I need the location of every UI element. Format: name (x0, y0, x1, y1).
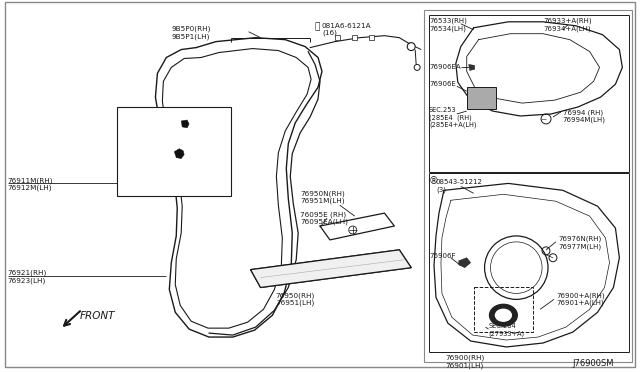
Polygon shape (181, 120, 189, 128)
Bar (369, 35, 374, 40)
Polygon shape (468, 64, 475, 70)
Polygon shape (174, 149, 184, 158)
Text: 76900+A(RH)
76901+A(LH): 76900+A(RH) 76901+A(LH) (556, 292, 605, 307)
Bar (116, 107, 231, 196)
Polygon shape (459, 258, 470, 268)
Text: 76906E: 76906E (429, 81, 456, 87)
Text: 76976N(RH)
76977M(LH): 76976N(RH) 76977M(LH) (558, 236, 601, 250)
Text: 76950(RH)
76951(LH): 76950(RH) 76951(LH) (276, 292, 315, 307)
Text: J76900SM: J76900SM (573, 359, 614, 368)
Bar (352, 35, 357, 40)
Ellipse shape (495, 309, 511, 321)
Text: 08543-51212
(3): 08543-51212 (3) (436, 179, 483, 193)
Text: Ⓑ: Ⓑ (314, 22, 320, 31)
Text: 9B5P0(RH)
9B5P1(LH): 9B5P0(RH) 9B5P1(LH) (172, 26, 211, 40)
Text: 081A6-6121A
(16): 081A6-6121A (16) (322, 23, 372, 36)
Text: 76911H: 76911H (130, 129, 157, 135)
Bar (467, 87, 497, 109)
Text: 76921(RH)
76923(LH): 76921(RH) 76923(LH) (8, 270, 47, 283)
Text: 76900F: 76900F (122, 111, 148, 117)
Ellipse shape (490, 304, 517, 326)
Text: SEC.284
(27933+A): SEC.284 (27933+A) (488, 323, 525, 337)
Text: SEC.253
(285E4  (RH)
(285E4+A(LH): SEC.253 (285E4 (RH) (285E4+A(LH) (429, 107, 477, 128)
Polygon shape (251, 250, 412, 288)
Text: 76095E (RH)
76095EA(LH): 76095E (RH) 76095EA(LH) (300, 211, 348, 225)
Text: ®: ® (428, 176, 438, 186)
Text: 76911M(RH)
76912M(LH): 76911M(RH) 76912M(LH) (8, 177, 53, 192)
Text: 76933+A(RH)
76934+A(LH): 76933+A(RH) 76934+A(LH) (543, 18, 591, 32)
Bar (474, 288, 533, 332)
Text: 76950N(RH)
76951M(LH): 76950N(RH) 76951M(LH) (300, 190, 345, 204)
Text: FRONT: FRONT (80, 311, 116, 321)
Text: 76906F: 76906F (429, 253, 456, 259)
Bar (335, 35, 340, 40)
Text: 76994 (RH)
76994M(LH): 76994 (RH) 76994M(LH) (563, 109, 606, 123)
Text: 76900(RH)
76901(LH): 76900(RH) 76901(LH) (445, 355, 484, 369)
Text: 76906EA: 76906EA (429, 64, 461, 70)
Text: 76533(RH)
76534(LH): 76533(RH) 76534(LH) (429, 18, 467, 32)
Bar (424, 10, 632, 362)
